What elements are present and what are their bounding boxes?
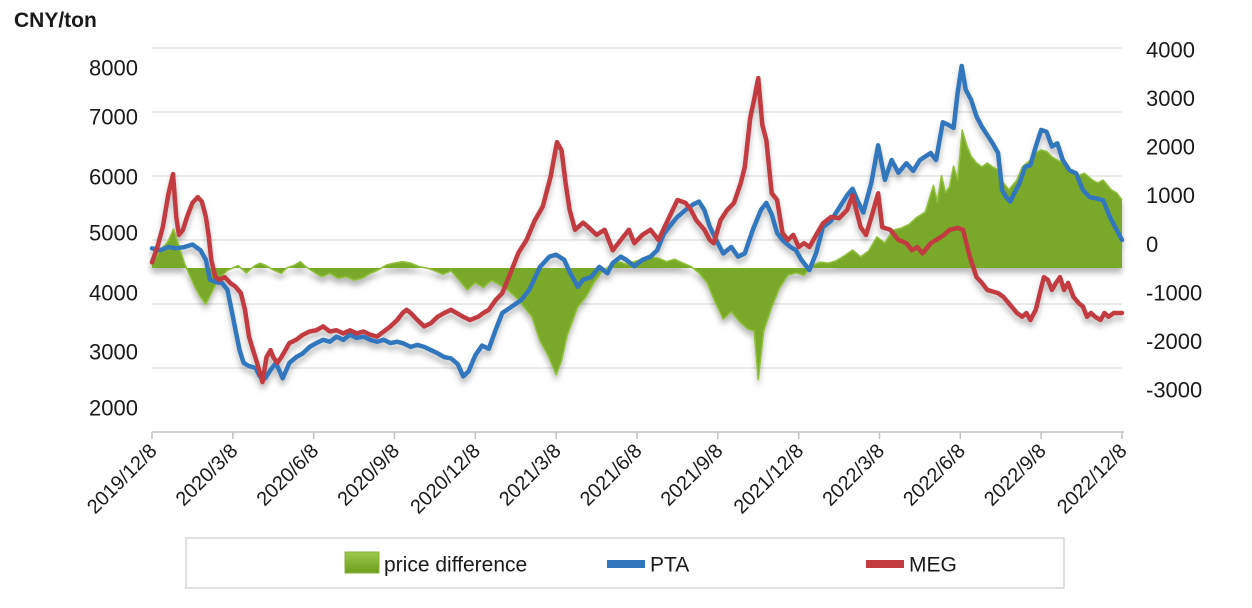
price-difference-edge <box>151 129 1123 381</box>
y-axis-label-right: -1000 <box>1146 280 1202 305</box>
y-axis-label-right: 4000 <box>1146 38 1195 63</box>
x-axis-label: 2020/9/8 <box>333 440 404 511</box>
y-axis-label-right: -3000 <box>1146 377 1202 402</box>
x-axis <box>151 431 1124 439</box>
legend: price difference PTA MEG <box>185 537 1065 589</box>
x-axis-label: 2021/6/8 <box>576 440 647 511</box>
x-axis-label: 2022/12/8 <box>1053 440 1131 518</box>
x-axis-label: 2022/6/8 <box>899 440 970 511</box>
unit-title: CNY/ton <box>14 9 97 32</box>
x-axis-label: 2019/12/8 <box>83 440 161 518</box>
legend-item-meg[interactable]: MEG <box>866 554 957 577</box>
legend-item-label: PTA <box>650 554 689 577</box>
meg-line <box>149 75 1125 385</box>
price-difference-swatch-icon <box>344 551 380 574</box>
y-axis-label-right: 3000 <box>1146 86 1195 111</box>
x-axis-label: 2020/6/8 <box>253 440 324 511</box>
meg-swatch-icon <box>866 560 904 568</box>
pta-line <box>149 63 1125 381</box>
series-layer <box>149 63 1125 385</box>
y-axis-label-left: 5000 <box>89 221 138 246</box>
legend-item-price-difference[interactable]: price difference <box>344 551 527 577</box>
x-axis-label: 2021/3/8 <box>495 440 566 511</box>
y-axis-label-left: 7000 <box>89 105 138 130</box>
y-axis-left: 8000 7000 6000 5000 4000 3000 2000 <box>89 56 138 421</box>
y-axis-label-right: 0 <box>1146 232 1158 257</box>
y-axis-label-left: 2000 <box>89 396 138 421</box>
x-axis-label: 2022/3/8 <box>818 440 889 511</box>
y-axis-label-right: 1000 <box>1146 183 1195 208</box>
price-difference-area <box>152 130 1122 380</box>
legend-item-label: MEG <box>909 554 957 577</box>
x-axis-label: 2020/3/8 <box>172 440 243 511</box>
y-axis-label-right: -2000 <box>1146 329 1202 354</box>
x-axis-labels: 2019/12/8 2020/3/8 2020/6/8 2020/9/8 2020/12… <box>83 440 1131 518</box>
y-axis-right: 4000 3000 2000 1000 0 -1000 -2000 -3000 <box>1146 38 1202 403</box>
legend-item-label: price difference <box>384 554 527 577</box>
x-axis-label: 2022/9/8 <box>980 440 1051 511</box>
x-axis-label: 2021/12/8 <box>730 440 808 518</box>
y-axis-label-left: 3000 <box>89 340 138 365</box>
x-axis-label: 2020/12/8 <box>406 440 484 518</box>
y-axis-label-left: 6000 <box>89 165 138 190</box>
legend-item-pta[interactable]: PTA <box>607 554 689 577</box>
y-axis-label-right: 2000 <box>1146 135 1195 160</box>
y-axis-label-left: 4000 <box>89 281 138 306</box>
x-axis-label: 2021/9/8 <box>657 440 728 511</box>
y-axis-label-left: 8000 <box>89 56 138 81</box>
pta-swatch-icon <box>607 560 645 568</box>
